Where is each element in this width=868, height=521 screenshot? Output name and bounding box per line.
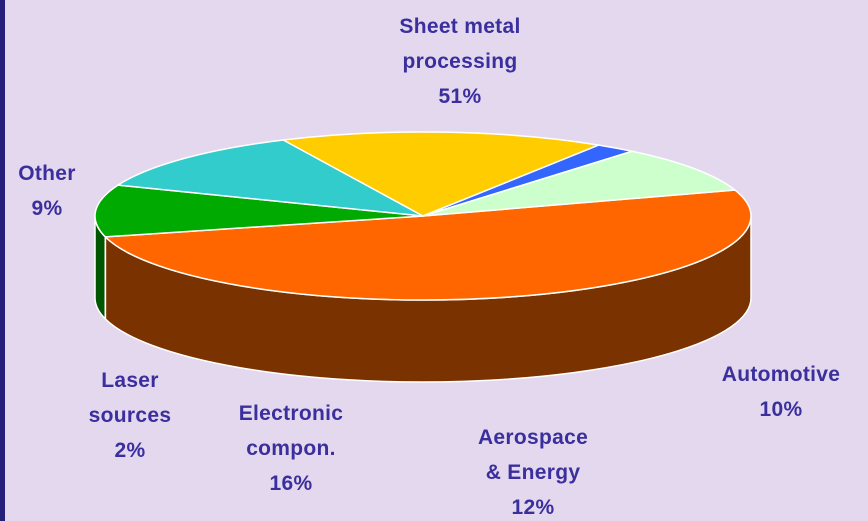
slice-label-3: Electronic compon. 16%	[239, 402, 344, 495]
slice-percent-1: 10%	[760, 398, 803, 421]
slice-name-2-1: & Energy	[486, 461, 581, 484]
slice-name-3-0: Electronic	[239, 402, 344, 425]
slice-label-0: Sheet metal processing 51%	[399, 15, 520, 108]
slice-name-0-0: Sheet metal	[399, 15, 520, 38]
slice-percent-3: 16%	[270, 472, 313, 495]
slice-name-4-0: Laser	[101, 369, 159, 392]
slice-name-5-0: Other	[18, 162, 76, 185]
slice-percent-0: 51%	[439, 85, 482, 108]
pie-slice-3	[280, 131, 602, 217]
pie-slice-2	[115, 139, 424, 217]
slice-name-0-1: processing	[402, 50, 517, 73]
slice-label-5: Other 9%	[18, 162, 76, 220]
slice-name-2-0: Aerospace	[478, 426, 588, 449]
slice-label-4: Laser sources 2%	[89, 369, 172, 462]
pie-slice-1	[94, 184, 424, 238]
slice-label-1: Automotive 10%	[722, 363, 841, 421]
slice-name-3-1: compon.	[246, 437, 336, 460]
slice-percent-5: 9%	[32, 197, 63, 220]
pie-slice-0	[103, 189, 752, 301]
pie-chart: Sheet metal processing 51% Automotive 10% Aer…	[18, 15, 840, 519]
slice-name-1-0: Automotive	[722, 363, 841, 386]
pie-slice-5	[422, 150, 737, 217]
slice-percent-4: 2%	[115, 439, 146, 462]
slice-name-4-1: sources	[89, 404, 172, 427]
slice-label-2: Aerospace & Energy 12%	[478, 426, 588, 519]
slice-percent-2: 12%	[512, 496, 555, 519]
pie-tops	[94, 131, 752, 301]
pie-labels: Sheet metal processing 51% Automotive 10% Aer…	[18, 15, 840, 519]
